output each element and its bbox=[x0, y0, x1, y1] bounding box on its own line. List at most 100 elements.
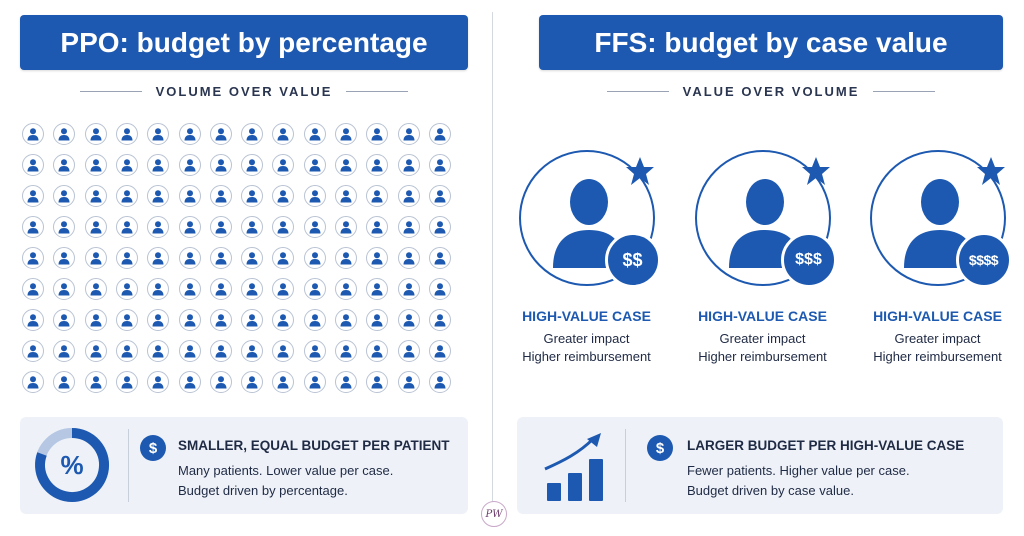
patient-icon bbox=[272, 247, 295, 269]
patient-icon bbox=[22, 309, 44, 331]
patient-icon bbox=[241, 123, 264, 145]
patient-icon bbox=[428, 123, 451, 145]
patient-icon bbox=[84, 371, 107, 393]
patient-icon bbox=[241, 216, 264, 238]
patient-icon bbox=[241, 154, 264, 176]
ffs-summary-panel: $ LARGER BUDGET PER HIGH-VALUE CASE Fewe… bbox=[517, 417, 1003, 514]
patient-icon bbox=[147, 309, 170, 331]
patient-icon bbox=[115, 154, 138, 176]
patient-icon bbox=[241, 185, 264, 207]
patient-icon bbox=[115, 340, 138, 362]
ppo-subheading: VOLUME OVER VALUE bbox=[20, 84, 468, 99]
case-line-1: Greater impact bbox=[543, 331, 630, 346]
patient-icon bbox=[147, 247, 170, 269]
patient-icon bbox=[241, 371, 264, 393]
patient-icon bbox=[147, 185, 170, 207]
case-description: Greater impact Higher reimbursement bbox=[850, 330, 1024, 366]
patient-icon bbox=[22, 216, 44, 238]
case-title: HIGH-VALUE CASE bbox=[522, 308, 651, 324]
panel-divider bbox=[128, 429, 129, 502]
patient-icon bbox=[272, 309, 295, 331]
patient-icon bbox=[178, 154, 201, 176]
panel-line-1: Many patients. Lower value per case. bbox=[178, 463, 394, 478]
patient-icon bbox=[53, 278, 76, 300]
patient-icon bbox=[209, 216, 232, 238]
patient-icon bbox=[428, 340, 451, 362]
patient-icon bbox=[147, 371, 170, 393]
patient-icon bbox=[366, 216, 389, 238]
patient-icon bbox=[303, 340, 326, 362]
star-icon bbox=[801, 157, 830, 185]
patient-icon bbox=[397, 340, 420, 362]
patient-icon bbox=[209, 340, 232, 362]
patient-icon bbox=[53, 154, 76, 176]
patient-icon bbox=[428, 247, 451, 269]
patient-icon bbox=[428, 371, 451, 393]
patient-icon bbox=[209, 371, 232, 393]
patient-icon bbox=[178, 247, 201, 269]
patient-icon bbox=[209, 247, 232, 269]
money-badge: $$$ bbox=[780, 232, 837, 288]
ppo-subheading-text: VOLUME OVER VALUE bbox=[155, 84, 333, 99]
patient-icon bbox=[84, 247, 107, 269]
patient-icon bbox=[241, 247, 264, 269]
dollar-badge-icon: $ bbox=[140, 435, 166, 461]
patient-icon bbox=[115, 371, 138, 393]
case-line-1: Greater impact bbox=[894, 331, 981, 346]
patient-icon bbox=[84, 216, 107, 238]
patient-icon bbox=[84, 185, 107, 207]
patient-icon bbox=[272, 185, 295, 207]
patient-icon bbox=[115, 309, 138, 331]
patient-icon bbox=[22, 123, 44, 145]
patient-icon bbox=[335, 340, 357, 362]
patient-icon bbox=[22, 154, 44, 176]
patient-icon bbox=[303, 154, 326, 176]
patient-icon bbox=[209, 154, 232, 176]
high-value-case-1: $$ HIGH-VALUE CASE Greater impact Higher… bbox=[499, 150, 674, 366]
patient-icon bbox=[22, 371, 44, 393]
patient-icon bbox=[241, 278, 264, 300]
patient-icon bbox=[335, 309, 357, 331]
ffs-subheading: VALUE OVER VOLUME bbox=[539, 84, 1003, 99]
patient-icon bbox=[147, 154, 170, 176]
patient-icon bbox=[209, 278, 232, 300]
ffs-banner: FFS: budget by case value bbox=[539, 15, 1003, 70]
patient-icon bbox=[209, 185, 232, 207]
patient-icon bbox=[53, 371, 76, 393]
patient-icon bbox=[272, 278, 295, 300]
svg-text:%: % bbox=[60, 450, 83, 480]
ppo-banner: PPO: budget by percentage bbox=[20, 15, 468, 70]
patient-icon bbox=[178, 340, 201, 362]
patient-icon bbox=[241, 309, 264, 331]
patient-icon bbox=[209, 123, 232, 145]
panel-divider bbox=[625, 429, 626, 502]
patient-icon bbox=[303, 185, 326, 207]
case-line-2: Higher reimbursement bbox=[522, 349, 651, 364]
patient-icon bbox=[366, 247, 389, 269]
patient-icon bbox=[178, 278, 201, 300]
patient-icon bbox=[178, 216, 201, 238]
patient-icon bbox=[335, 123, 357, 145]
subheading-rule-left bbox=[606, 91, 669, 92]
patient-icon bbox=[428, 185, 451, 207]
patient-icon bbox=[303, 247, 326, 269]
patient-icon bbox=[272, 154, 295, 176]
patient-icon bbox=[303, 309, 326, 331]
patient-icon bbox=[22, 340, 44, 362]
patient-icon bbox=[397, 154, 420, 176]
high-value-case-3: $$$$ HIGH-VALUE CASE Greater impact High… bbox=[850, 150, 1024, 366]
case-line-1: Greater impact bbox=[719, 331, 806, 346]
patient-icon bbox=[178, 185, 201, 207]
patient-icon bbox=[428, 309, 451, 331]
patient-grid bbox=[18, 120, 470, 400]
patient-icon bbox=[397, 216, 420, 238]
patient-icon bbox=[115, 123, 138, 145]
case-line-2: Higher reimbursement bbox=[873, 349, 1002, 364]
patient-icon bbox=[366, 340, 389, 362]
patient-icon bbox=[178, 123, 201, 145]
case-title: HIGH-VALUE CASE bbox=[698, 308, 827, 324]
patient-icon bbox=[178, 309, 201, 331]
case-circle: $$$ bbox=[694, 150, 837, 288]
case-line-2: Higher reimbursement bbox=[698, 349, 827, 364]
patient-icon bbox=[397, 278, 420, 300]
